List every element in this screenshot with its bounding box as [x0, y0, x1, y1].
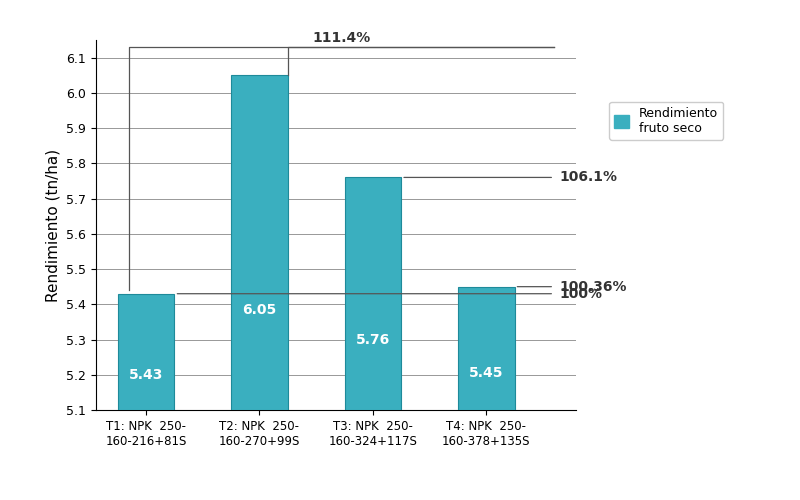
Text: 100%: 100% [560, 286, 603, 300]
Text: 111.4%: 111.4% [313, 32, 370, 46]
Text: 5.45: 5.45 [469, 366, 503, 380]
Text: 106.1%: 106.1% [560, 170, 618, 184]
Bar [118, 294, 174, 410]
Text: 6.05: 6.05 [242, 302, 277, 316]
Bar [345, 178, 401, 410]
Bar [231, 75, 288, 410]
Text: 5.43: 5.43 [129, 368, 163, 382]
Bar [458, 286, 514, 410]
Text: 5.76: 5.76 [356, 333, 390, 347]
Y-axis label: Rendimiento (tn/ha): Rendimiento (tn/ha) [46, 148, 61, 302]
Text: 100.36%: 100.36% [560, 280, 627, 293]
Legend: Rendimiento
fruto seco: Rendimiento fruto seco [610, 102, 723, 140]
